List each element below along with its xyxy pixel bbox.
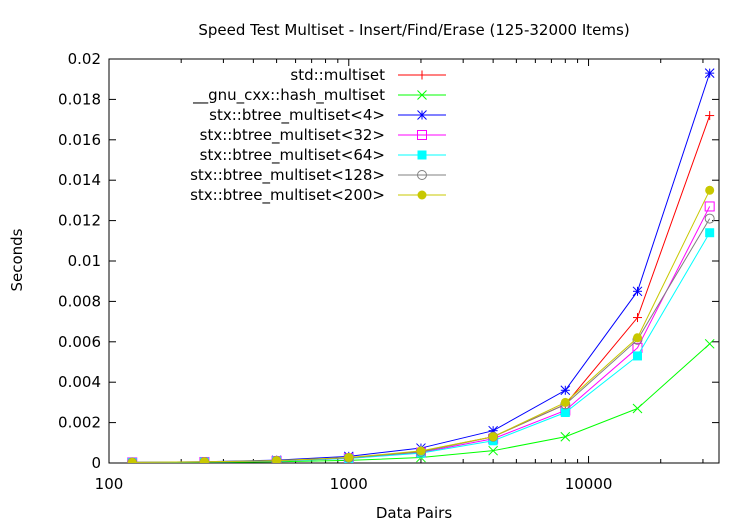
legend-marker: [417, 110, 427, 120]
data-point: [488, 432, 498, 442]
data-point: [416, 446, 426, 456]
y-tick-label: 0.008: [58, 292, 101, 310]
y-tick-label: 0.016: [58, 131, 101, 149]
plot-area: 0 0.002 0.004 0.006 0.008 0.01 0.012 0.014 0.016…: [58, 50, 720, 493]
data-point: [488, 445, 498, 456]
series-line: [132, 232, 711, 463]
y-tick-label: 0.014: [58, 171, 101, 189]
data-point: [127, 457, 137, 463]
data-point: [560, 385, 571, 396]
data-point: [272, 456, 282, 463]
legend-label: stx::btree_multiset<200>: [190, 186, 385, 205]
chart-title: Speed Test Multiset - Insert/Find/Erase …: [198, 21, 629, 39]
data-point: [704, 201, 715, 212]
legend-label: stx::btree_multiset<32>: [200, 126, 385, 145]
data-point: [705, 228, 715, 238]
y-tick-label: 0.018: [58, 90, 101, 108]
legend-marker: [417, 70, 427, 80]
data-point: [705, 185, 715, 195]
legend-label: __gnu_cxx::hash_multiset: [192, 86, 385, 105]
data-point: [560, 431, 571, 442]
data-point: [704, 338, 715, 349]
legend-label: stx::btree_multiset<4>: [209, 106, 385, 125]
y-tick-label: 0.012: [58, 212, 101, 230]
legend: std::multiset__gnu_cxx::hash_multisetstx…: [190, 66, 446, 205]
data-point: [705, 111, 715, 121]
legend-marker: [417, 190, 427, 200]
y-tick-label: 0.01: [68, 252, 101, 270]
x-tick-label: 1000: [330, 475, 368, 493]
legend-label: stx::btree_multiset<128>: [190, 166, 385, 185]
data-point: [199, 457, 209, 463]
y-axis-label: Seconds: [8, 228, 26, 291]
plot-frame: [108, 58, 720, 464]
data-point: [632, 351, 642, 361]
data-point: [704, 213, 715, 224]
data-point: [632, 313, 642, 323]
legend-marker: [417, 170, 427, 180]
data-point: [632, 403, 643, 414]
legend-marker: [417, 130, 427, 140]
series-line: [132, 190, 711, 463]
legend-label: stx::btree_multiset<64>: [200, 146, 385, 165]
data-point: [704, 68, 715, 78]
x-tick-label: 100: [95, 475, 124, 493]
data-point: [344, 453, 354, 463]
data-point: [560, 397, 570, 407]
y-tick-label: 0.006: [58, 333, 101, 351]
series-line: [132, 218, 711, 463]
y-tick-label: 0.002: [58, 414, 101, 432]
data-point: [632, 333, 642, 343]
x-axis-label: Data Pairs: [376, 504, 452, 522]
y-tick-label: 0.02: [68, 50, 101, 68]
data-point: [632, 286, 643, 297]
y-tick-label: 0: [91, 454, 101, 472]
legend-marker: [417, 150, 427, 160]
legend-label: std::multiset: [290, 66, 385, 84]
data-point: [560, 408, 570, 417]
x-tick-label: 10000: [565, 475, 613, 493]
y-tick-label: 0.004: [58, 373, 101, 391]
legend-marker: [417, 90, 427, 100]
series-layer: [127, 68, 715, 463]
